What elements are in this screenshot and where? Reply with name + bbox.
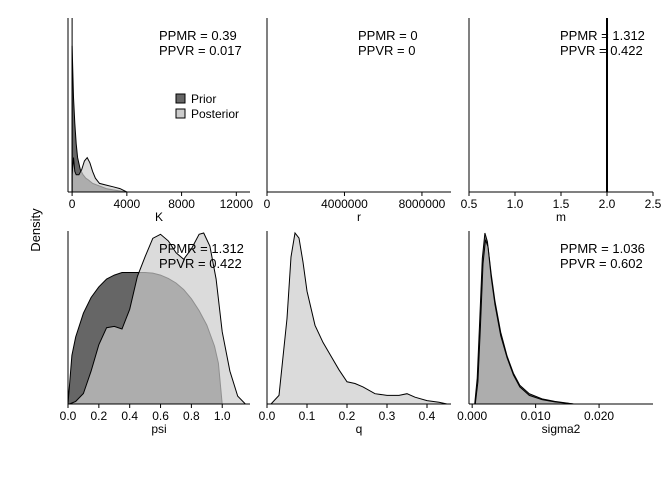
x-tick-label: 0 bbox=[69, 197, 76, 211]
x-axis-label: sigma2 bbox=[542, 422, 581, 436]
x-tick-label: 4000000 bbox=[321, 197, 368, 211]
x-axis-label: r bbox=[357, 210, 361, 224]
annotation-text: PPVR = 0.602 bbox=[560, 256, 643, 271]
x-tick-label: 0.4 bbox=[121, 409, 138, 423]
x-tick-label: 0.2 bbox=[91, 409, 108, 423]
panel-q: 0.0 0.1 0.2 0.3 0.4 q bbox=[259, 231, 451, 436]
x-tick-label: 0.4 bbox=[419, 409, 436, 423]
annotation-text: PPMR = 1.036 bbox=[560, 241, 645, 256]
series-posterior-area bbox=[69, 232, 247, 405]
annotation-text: PPMR = 1.312 bbox=[560, 28, 645, 43]
x-tick-label: 0.010 bbox=[521, 409, 551, 423]
legend-swatch-prior bbox=[175, 93, 186, 104]
x-tick-label: 1.0 bbox=[507, 197, 524, 211]
x-tick-label: 0 bbox=[264, 197, 271, 211]
series-posterior-area bbox=[269, 231, 448, 405]
x-tick-label: 8000 bbox=[168, 197, 195, 211]
x-tick-label: 0.0 bbox=[60, 409, 77, 423]
x-axis-label: m bbox=[556, 210, 566, 224]
x-tick-label: 2.0 bbox=[599, 197, 616, 211]
annotation-text: PPMR = 0 bbox=[358, 28, 418, 43]
x-tick-label: 0.5 bbox=[461, 197, 478, 211]
series-prior-area bbox=[71, 45, 127, 193]
x-tick-label: 0.0 bbox=[259, 409, 276, 423]
x-tick-label: 0.6 bbox=[152, 409, 169, 423]
x-tick-label: 0.000 bbox=[457, 409, 487, 423]
x-axis-label: q bbox=[356, 422, 363, 436]
series-posterior-area bbox=[474, 239, 574, 405]
x-tick-label: 1.0 bbox=[214, 409, 231, 423]
annotation-text: PPVR = 0.422 bbox=[560, 43, 643, 58]
x-tick-label: 1.5 bbox=[553, 197, 570, 211]
x-tick-label: 2.5 bbox=[645, 197, 662, 211]
x-tick-label: 0.8 bbox=[183, 409, 200, 423]
legend-label-posterior: Posterior bbox=[191, 107, 239, 121]
legend-swatch-posterior bbox=[175, 108, 186, 119]
x-tick-label: 0.020 bbox=[584, 409, 614, 423]
annotation-text: PPVR = 0.017 bbox=[159, 43, 242, 58]
x-tick-label: 0.1 bbox=[299, 409, 316, 423]
legend-label-prior: Prior bbox=[191, 92, 216, 106]
annotation-text: PPVR = 0 bbox=[358, 43, 415, 58]
series-posterior-area bbox=[71, 156, 128, 193]
x-tick-label: 0.2 bbox=[339, 409, 356, 423]
x-axis-label: K bbox=[155, 210, 163, 224]
x-tick-label: 0.3 bbox=[379, 409, 396, 423]
annotation-text: PPMR = 1.312 bbox=[159, 241, 244, 256]
x-tick-label: 12000 bbox=[220, 197, 254, 211]
y-axis-label: Density bbox=[28, 208, 43, 252]
annotation-text: PPMR = 0.39 bbox=[159, 28, 237, 43]
x-tick-label: 4000 bbox=[113, 197, 140, 211]
x-tick-label: 8000000 bbox=[399, 197, 446, 211]
x-axis-label: psi bbox=[151, 422, 166, 436]
annotation-text: PPVR = 0.422 bbox=[159, 256, 242, 271]
